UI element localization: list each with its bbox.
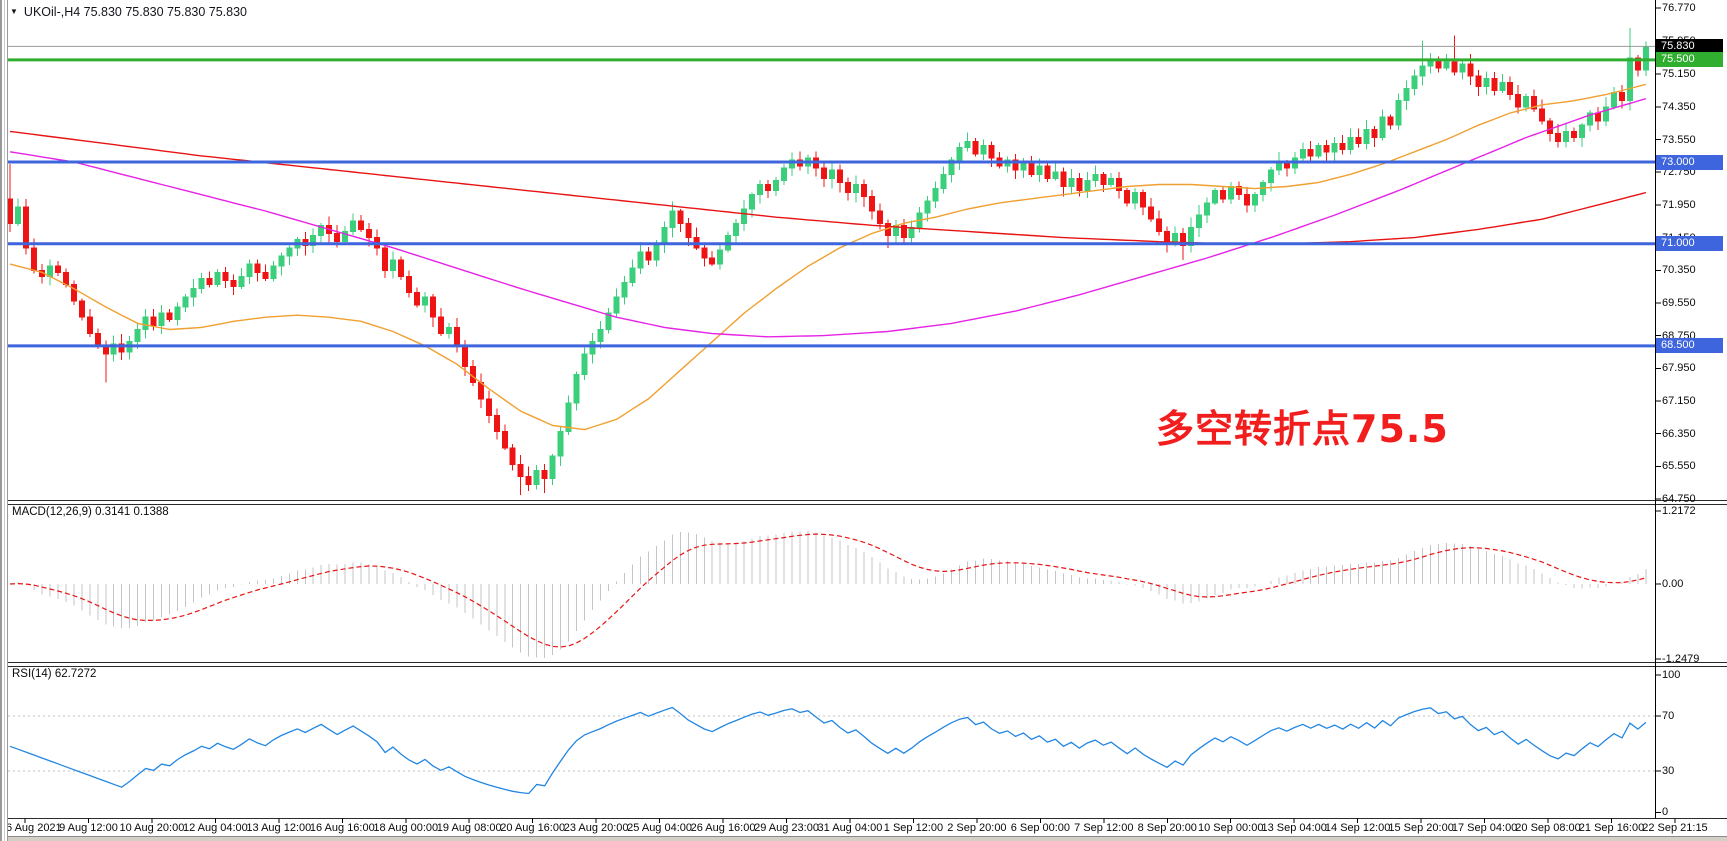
time-axis-label: 22 Sep 21:15 <box>1642 822 1708 834</box>
time-axis-label: 20 Sep 08:00 <box>1515 822 1581 834</box>
pivot-annotation-text[interactable]: 多空转折点75.5 <box>1156 407 1449 451</box>
rsi-axis-label: 100 <box>1662 668 1681 681</box>
time-axis-label: 25 Aug 04:00 <box>627 822 693 834</box>
rsi-axis-label: 0 <box>1662 806 1669 819</box>
rsi-panel-resize-handle[interactable] <box>0 661 1727 669</box>
time-axis-label: 20 Aug 16:00 <box>500 822 566 834</box>
price-axis-label: 67.150 <box>1662 394 1696 407</box>
ma-fast-orange <box>9 83 1647 431</box>
macd-histogram <box>17 531 1647 658</box>
ma-slow-red <box>9 130 1647 245</box>
time-axis-label: 14 Sep 12:00 <box>1324 822 1391 834</box>
collapse-indicator-icon: ▼ <box>10 7 18 16</box>
axis-ticks <box>24 7 1676 823</box>
time-axis-label: 10 Sep 00:00 <box>1198 822 1264 834</box>
time-axis-label: 26 Aug 16:00 <box>690 822 756 834</box>
hline-tag-68500: 68.500 <box>1656 338 1723 354</box>
time-axis-label: 15 Sep 20:00 <box>1388 822 1454 834</box>
time-axis-label: 6 Aug 2021 <box>6 822 62 834</box>
pivot-price-tag: 75.500 <box>1656 52 1723 68</box>
time-axis-label: 16 Aug 16:00 <box>309 822 375 834</box>
candlesticks <box>7 28 1649 495</box>
price-axis-label: 69.550 <box>1662 296 1696 309</box>
time-axis-label: 8 Sep 20:00 <box>1137 822 1197 834</box>
window-bottom-edge <box>0 836 1727 841</box>
hline-tag-71000: 71.000 <box>1656 236 1723 252</box>
rsi-axis-label: 30 <box>1662 765 1675 777</box>
horizontal-level-lines <box>8 160 1655 348</box>
time-axis-label: 19 Aug 08:00 <box>436 822 502 834</box>
time-axis-label: 10 Aug 20:00 <box>119 822 185 834</box>
price-axis-label: 70.350 <box>1662 264 1696 277</box>
ma-mid-magenta <box>9 98 1647 338</box>
time-axis-label: 13 Sep 04:00 <box>1261 822 1327 834</box>
rsi-line <box>9 706 1647 795</box>
symbol-ohlc-label: UKOil-,H4 75.830 75.830 75.830 75.830 <box>23 5 247 19</box>
price-axis-label: 75.150 <box>1662 68 1696 81</box>
time-axis-label: 18 Aug 00:00 <box>373 822 439 834</box>
price-axis-label: 67.950 <box>1662 362 1696 375</box>
window-left-splitter[interactable] <box>0 0 8 841</box>
price-axis-label: 76.770 <box>1662 2 1696 14</box>
rsi-axis-label: 70 <box>1662 710 1675 722</box>
price-axis-label: 71.950 <box>1662 198 1696 211</box>
time-axis-label: 21 Sep 16:00 <box>1578 822 1645 834</box>
time-axis-label: 1 Sep 12:00 <box>883 822 944 834</box>
macd-axis-label: -1.2479 <box>1662 653 1700 665</box>
current-price-tag: 75.830 <box>1656 38 1723 54</box>
chart-title: ▼ UKOil-,H4 75.830 75.830 75.830 75.830 <box>10 5 247 19</box>
splitter-groove <box>4 0 5 841</box>
hline-tag-73000: 73.000 <box>1656 154 1723 170</box>
time-axis-label: 17 Sep 04:00 <box>1451 822 1518 834</box>
macd-panel-resize-handle[interactable] <box>0 499 1727 507</box>
time-axis-label: 13 Aug 12:00 <box>246 822 312 834</box>
time-axis-label: 7 Sep 12:00 <box>1074 822 1134 834</box>
price-axis-label: 64.750 <box>1662 493 1696 506</box>
time-axis-label: 23 Aug 20:00 <box>563 822 629 834</box>
time-axis-label: 2 Sep 20:00 <box>947 822 1007 834</box>
macd-axis-label: 0.00 <box>1662 578 1684 590</box>
time-axis-label: 31 Aug 04:00 <box>817 822 883 834</box>
macd-signal-line <box>9 533 1647 648</box>
time-axis-label: 9 Aug 12:00 <box>59 822 118 834</box>
price-axis-label: 66.350 <box>1662 427 1696 440</box>
time-axis-label: 12 Aug 04:00 <box>182 822 248 834</box>
macd-axis-label: 1.2172 <box>1662 505 1696 517</box>
time-axis-label: 6 Sep 00:00 <box>1010 822 1071 834</box>
rsi-indicator-label: RSI(14) 62.7272 <box>12 668 97 680</box>
price-axis-label: 65.550 <box>1662 460 1696 473</box>
price-axis-label: 74.350 <box>1662 100 1696 113</box>
price-axis-label: 73.550 <box>1662 133 1696 146</box>
panel-borders <box>0 0 1727 819</box>
time-axis-label: 29 Aug 23:00 <box>754 822 819 834</box>
macd-indicator-label: MACD(12,26,9) 0.3141 0.1388 <box>12 506 169 518</box>
